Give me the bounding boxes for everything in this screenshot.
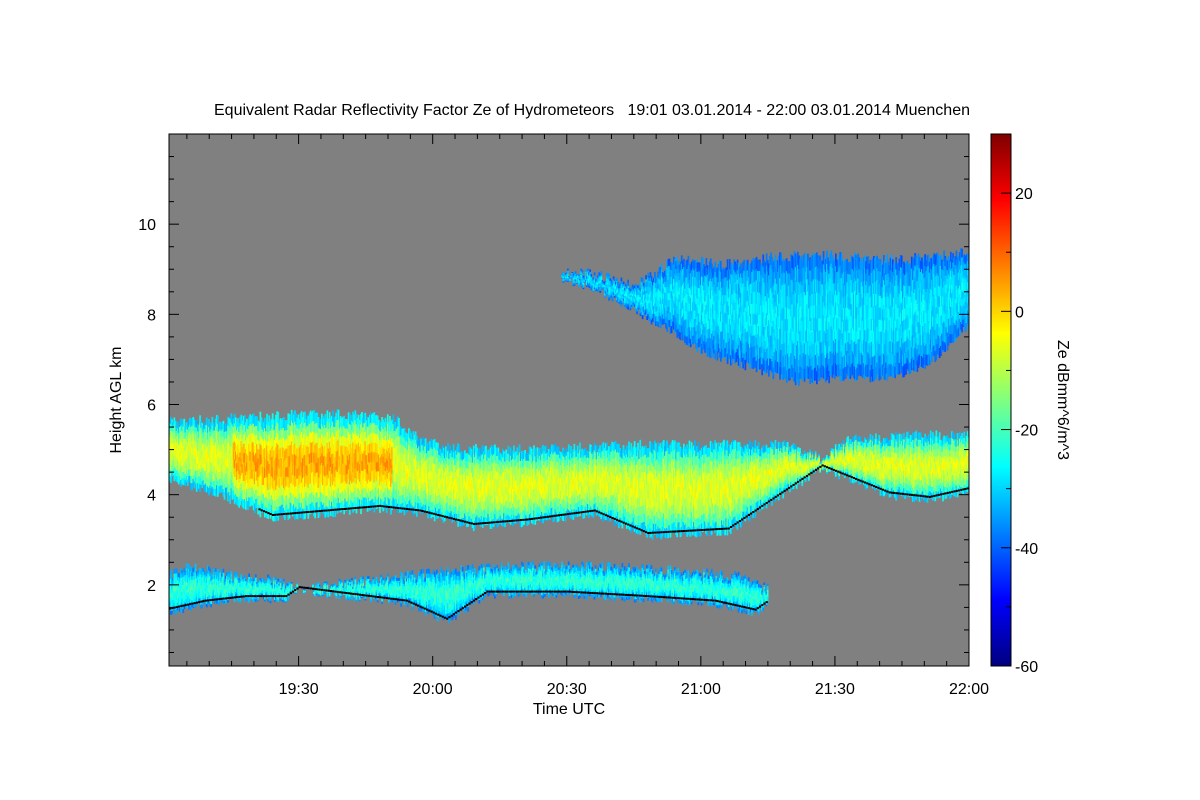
x-tick-label: 21:00	[681, 681, 721, 698]
y-axis: 2 4 6 8 10	[138, 156, 969, 653]
colorbar: 20 0 -20 -40 -60 Ze dBmm^6/m^3	[990, 133, 1071, 676]
x-tick-label: 19:30	[279, 681, 319, 698]
plot-frame	[168, 133, 970, 667]
y-tick-label: 10	[138, 217, 156, 234]
y-tick-label: 8	[147, 307, 156, 324]
y-tick-label: 2	[147, 578, 156, 595]
colorbar-label: Ze dBmm^6/m^3	[1054, 340, 1071, 460]
x-tick-label: 20:30	[547, 681, 587, 698]
y-tick-label: 4	[147, 488, 156, 505]
colorbar-tick-label: -40	[1015, 541, 1038, 558]
colorbar-ticks: 20 0 -20 -40 -60	[1001, 133, 1038, 676]
cloud-base-markers	[169, 586, 768, 620]
y-axis-label: Height AGL km	[108, 346, 125, 453]
colorbar-tick-label: -20	[1015, 423, 1038, 440]
colorbar-gradient	[990, 133, 1012, 667]
echo-layers	[169, 248, 969, 623]
cloud-base-markers	[258, 464, 969, 534]
chart-title: Equivalent Radar Reflectivity Factor Ze …	[214, 102, 970, 119]
x-tick-label: 20:00	[413, 681, 453, 698]
x-tick-label: 21:30	[815, 681, 855, 698]
x-axis: 19:30 20:00 20:30 21:00 21:30 22:00	[186, 134, 989, 698]
colorbar-tick-label: -60	[1015, 659, 1038, 676]
colorbar-tick-label: 20	[1015, 186, 1033, 203]
plot-area	[168, 133, 970, 667]
y-tick-label: 6	[147, 398, 156, 415]
cloud-layer	[561, 248, 969, 386]
cloud-layer	[169, 409, 969, 540]
x-tick-label: 22:00	[949, 681, 989, 698]
x-axis-label: Time UTC	[533, 701, 605, 718]
colorbar-tick-label: 0	[1015, 304, 1024, 321]
